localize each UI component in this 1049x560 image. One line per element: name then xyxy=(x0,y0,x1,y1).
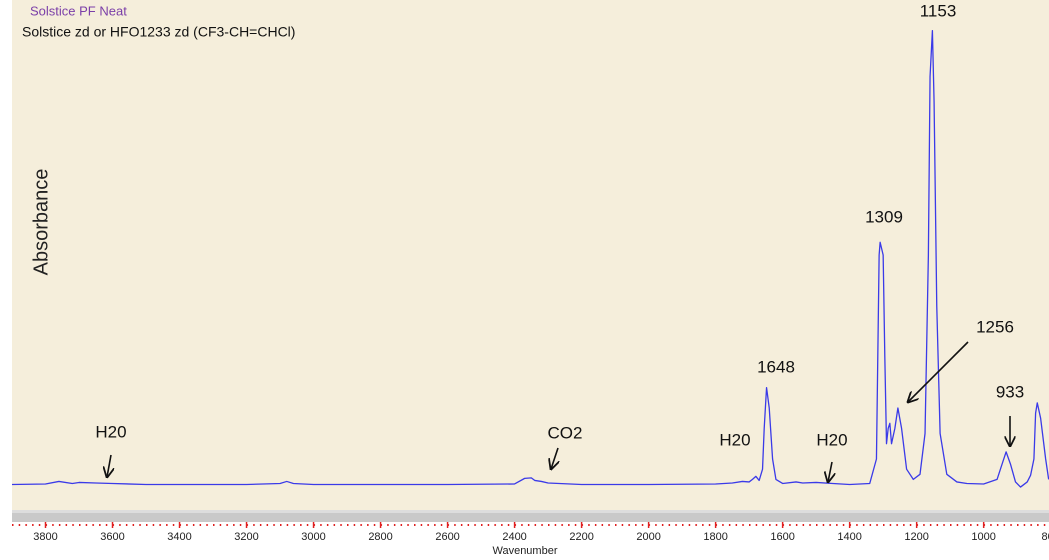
axis-strip xyxy=(12,510,1049,513)
annotation: 1256 xyxy=(976,317,1014,336)
x-tick-label: 3000 xyxy=(301,531,325,543)
y-axis-label: Absorbance xyxy=(30,169,52,276)
chart-subtitle: Solstice zd or HFO1233 zd (CF3-CH=CHCl) xyxy=(22,24,295,40)
plot-area xyxy=(12,0,1049,510)
annotation: CO2 xyxy=(548,423,583,442)
annotation: H20 xyxy=(95,422,126,441)
axis-bar xyxy=(12,513,1049,522)
spectrum-line xyxy=(11,29,1049,488)
x-tick-label: 1600 xyxy=(770,531,794,543)
arrow xyxy=(551,447,558,469)
annotation: 933 xyxy=(996,382,1024,401)
annotation: H20 xyxy=(816,430,847,449)
x-tick-label: 3600 xyxy=(100,531,124,543)
annotation: H20 xyxy=(719,430,750,449)
x-tick-label: 2400 xyxy=(502,531,526,543)
arrow xyxy=(107,454,111,477)
annotation: 1153 xyxy=(920,1,957,20)
x-tick-label: 1800 xyxy=(703,531,727,543)
x-tick-label: 3200 xyxy=(234,531,258,543)
x-tick-label: 2600 xyxy=(435,531,459,543)
x-tick-label: 3400 xyxy=(167,531,191,543)
x-tick-label: 1200 xyxy=(904,531,928,543)
arrow xyxy=(828,461,832,482)
x-tick-label: 2200 xyxy=(569,531,593,543)
minor-ticks xyxy=(12,523,1049,526)
x-tick-label: 2800 xyxy=(368,531,392,543)
x-tick-label: 2000 xyxy=(636,531,660,543)
x-tick-label: 3800 xyxy=(33,531,57,543)
x-tick-label: 1000 xyxy=(971,531,995,543)
annotation: 1648 xyxy=(757,357,795,376)
arrow xyxy=(908,341,969,402)
x-tick-label: 1400 xyxy=(837,531,861,543)
chart-title: Solstice PF Neat xyxy=(30,3,127,18)
annotation: 1309 xyxy=(865,207,903,226)
x-tick-label: 800 xyxy=(1041,531,1049,543)
annotations: 1153 1309 1256 1648 933 H20 CO2 H20 H20 xyxy=(95,1,1024,482)
x-axis-label: Wavenumber xyxy=(492,545,557,557)
